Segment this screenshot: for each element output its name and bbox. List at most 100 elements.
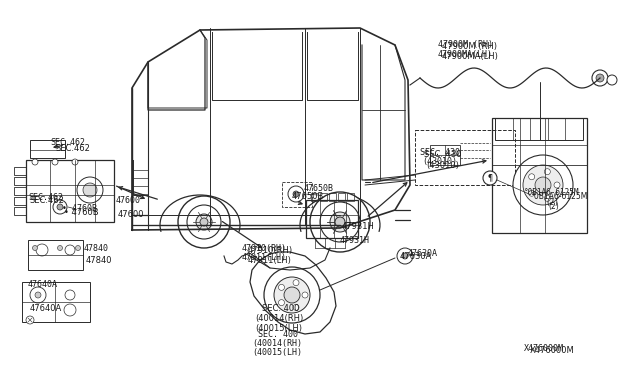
Text: • 4760B: • 4760B xyxy=(62,204,97,213)
Circle shape xyxy=(83,183,97,197)
Circle shape xyxy=(310,192,370,252)
Bar xyxy=(14,197,26,205)
Text: (43010): (43010) xyxy=(422,157,457,166)
Text: 47600: 47600 xyxy=(116,196,141,205)
Text: (40014(RH): (40014(RH) xyxy=(252,339,302,348)
Circle shape xyxy=(592,70,608,86)
Bar xyxy=(430,145,460,165)
Text: SEC. 430: SEC. 430 xyxy=(420,148,460,157)
Circle shape xyxy=(26,316,34,324)
Text: 47900M (RH): 47900M (RH) xyxy=(438,40,493,49)
Circle shape xyxy=(52,159,58,165)
Bar xyxy=(28,240,83,270)
Text: SEC. 400: SEC. 400 xyxy=(262,304,300,313)
Text: 47900M (RH): 47900M (RH) xyxy=(442,42,497,51)
Circle shape xyxy=(187,205,221,239)
Circle shape xyxy=(72,159,78,165)
Bar xyxy=(311,193,318,201)
Bar xyxy=(347,193,354,201)
Circle shape xyxy=(402,253,408,259)
Bar xyxy=(495,118,583,140)
Text: (43010): (43010) xyxy=(426,161,459,170)
Circle shape xyxy=(607,75,617,85)
Circle shape xyxy=(293,191,299,197)
Text: 47931H: 47931H xyxy=(340,236,370,245)
Circle shape xyxy=(30,287,46,303)
Circle shape xyxy=(320,202,360,242)
Text: 47840: 47840 xyxy=(86,256,113,265)
Text: • 4760B: • 4760B xyxy=(64,208,99,217)
Text: ¶: ¶ xyxy=(488,173,493,183)
Text: 47630A: 47630A xyxy=(408,249,438,258)
Text: 47900MA(LH): 47900MA(LH) xyxy=(438,50,493,59)
Text: (40015(LH): (40015(LH) xyxy=(252,348,302,357)
Text: 47640A: 47640A xyxy=(28,280,58,289)
Circle shape xyxy=(523,165,563,205)
Circle shape xyxy=(554,182,560,188)
Circle shape xyxy=(529,174,534,180)
Bar xyxy=(14,187,26,195)
Circle shape xyxy=(196,214,212,230)
Text: SEC.462: SEC.462 xyxy=(50,138,85,147)
Text: °0B1A6-6125M: °0B1A6-6125M xyxy=(524,188,579,197)
Text: (2): (2) xyxy=(545,198,559,207)
Circle shape xyxy=(535,177,551,193)
Bar xyxy=(415,130,515,185)
Circle shape xyxy=(278,284,285,291)
Circle shape xyxy=(596,74,604,82)
Circle shape xyxy=(58,246,63,250)
Circle shape xyxy=(288,186,304,202)
Text: SEC.462: SEC.462 xyxy=(30,196,65,205)
Circle shape xyxy=(545,169,550,175)
Bar xyxy=(329,193,336,201)
Circle shape xyxy=(64,304,76,316)
Circle shape xyxy=(302,292,308,298)
Text: (40014(RH): (40014(RH) xyxy=(255,314,303,323)
Text: SEC.462: SEC.462 xyxy=(28,193,63,202)
Circle shape xyxy=(284,287,300,303)
Bar xyxy=(338,193,345,201)
Text: 47910(RH): 47910(RH) xyxy=(248,246,293,255)
Text: 47640A: 47640A xyxy=(30,304,62,313)
Circle shape xyxy=(32,159,38,165)
Bar xyxy=(22,282,90,322)
Circle shape xyxy=(35,292,41,298)
Circle shape xyxy=(65,245,75,255)
Text: 47900MA(LH): 47900MA(LH) xyxy=(442,52,499,61)
Text: 47650B: 47650B xyxy=(292,192,324,201)
Circle shape xyxy=(293,304,299,310)
Circle shape xyxy=(76,246,81,250)
Text: °0B1A6-6125M: °0B1A6-6125M xyxy=(530,192,588,201)
Bar xyxy=(282,182,312,207)
Text: (2): (2) xyxy=(548,202,559,211)
Bar xyxy=(30,140,65,158)
Circle shape xyxy=(200,218,208,226)
Circle shape xyxy=(65,290,75,300)
Text: 47910(RH): 47910(RH) xyxy=(242,244,287,253)
Text: SEC.462: SEC.462 xyxy=(56,144,91,153)
Circle shape xyxy=(33,246,38,250)
Circle shape xyxy=(545,195,550,201)
Text: X476000M: X476000M xyxy=(530,346,575,355)
Circle shape xyxy=(53,200,67,214)
Bar xyxy=(14,207,26,215)
Circle shape xyxy=(335,217,345,227)
Text: X476000M: X476000M xyxy=(524,344,564,353)
Circle shape xyxy=(57,204,63,210)
Circle shape xyxy=(483,171,497,185)
Text: 47911(LH): 47911(LH) xyxy=(248,256,292,265)
Circle shape xyxy=(397,248,413,264)
Circle shape xyxy=(293,280,299,286)
Text: SEC. 400: SEC. 400 xyxy=(258,330,298,339)
Circle shape xyxy=(264,267,320,323)
Text: 47911(LH): 47911(LH) xyxy=(242,253,287,262)
Text: 47600: 47600 xyxy=(118,210,145,219)
Text: SEC. 430: SEC. 430 xyxy=(424,150,461,159)
Bar xyxy=(14,167,26,175)
Bar xyxy=(306,200,358,238)
Circle shape xyxy=(330,212,350,232)
Text: 47650B: 47650B xyxy=(304,184,334,193)
Circle shape xyxy=(77,177,103,203)
Circle shape xyxy=(178,196,230,248)
Circle shape xyxy=(36,244,48,256)
